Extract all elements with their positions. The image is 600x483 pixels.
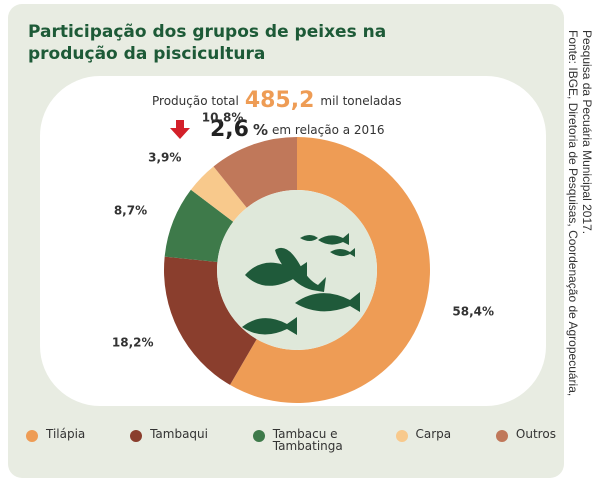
total-unit: mil toneladas: [320, 94, 401, 108]
legend-swatch: [130, 430, 142, 442]
title-line: produção da piscicultura: [28, 44, 265, 64]
legend-swatch: [253, 430, 265, 442]
legend-swatch: [496, 430, 508, 442]
data-label: 58,4%: [452, 304, 494, 318]
legend-label: Tambaqui: [150, 428, 208, 440]
legend-item: Carpa: [396, 428, 452, 452]
total-value: 485,2: [245, 88, 315, 113]
source-line: Pesquisa da Pecuária Municipal 2017.: [580, 30, 594, 234]
source-line: Fonte: IBGE, Diretoria de Pesquisas, Coo…: [566, 30, 580, 396]
change-unit: %: [253, 121, 268, 139]
legend-label: Tilápia: [46, 428, 85, 440]
source: Fonte: IBGE, Diretoria de Pesquisas, Coo…: [566, 30, 594, 396]
legend-swatch: [26, 430, 38, 442]
data-label: 10,8%: [202, 111, 244, 125]
change-text: em relação a 2016: [272, 123, 384, 137]
legend-label: Outros: [516, 428, 556, 440]
legend-item: Tambacu e Tambatinga: [253, 428, 351, 452]
data-label: 18,2%: [112, 336, 154, 350]
legend-item: Tambaqui: [130, 428, 208, 452]
page: Participação dos grupos de peixes naprod…: [0, 0, 600, 483]
legend-item: Outros: [496, 428, 556, 452]
data-label: 3,9%: [148, 150, 181, 164]
legend-swatch: [396, 430, 408, 442]
legend: Tilápia Tambaqui Tambacu e Tambatinga Carpa…: [26, 428, 556, 452]
legend-label: Carpa: [416, 428, 452, 440]
total-label: Produção total: [152, 94, 239, 108]
legend-label: Tambacu e Tambatinga: [273, 428, 351, 452]
chart: Participação dos grupos de peixes naprod…: [0, 0, 600, 483]
title-line: Participação dos grupos de peixes na: [28, 22, 386, 42]
data-label: 8,7%: [114, 204, 147, 218]
legend-item: Tilápia: [26, 428, 85, 452]
